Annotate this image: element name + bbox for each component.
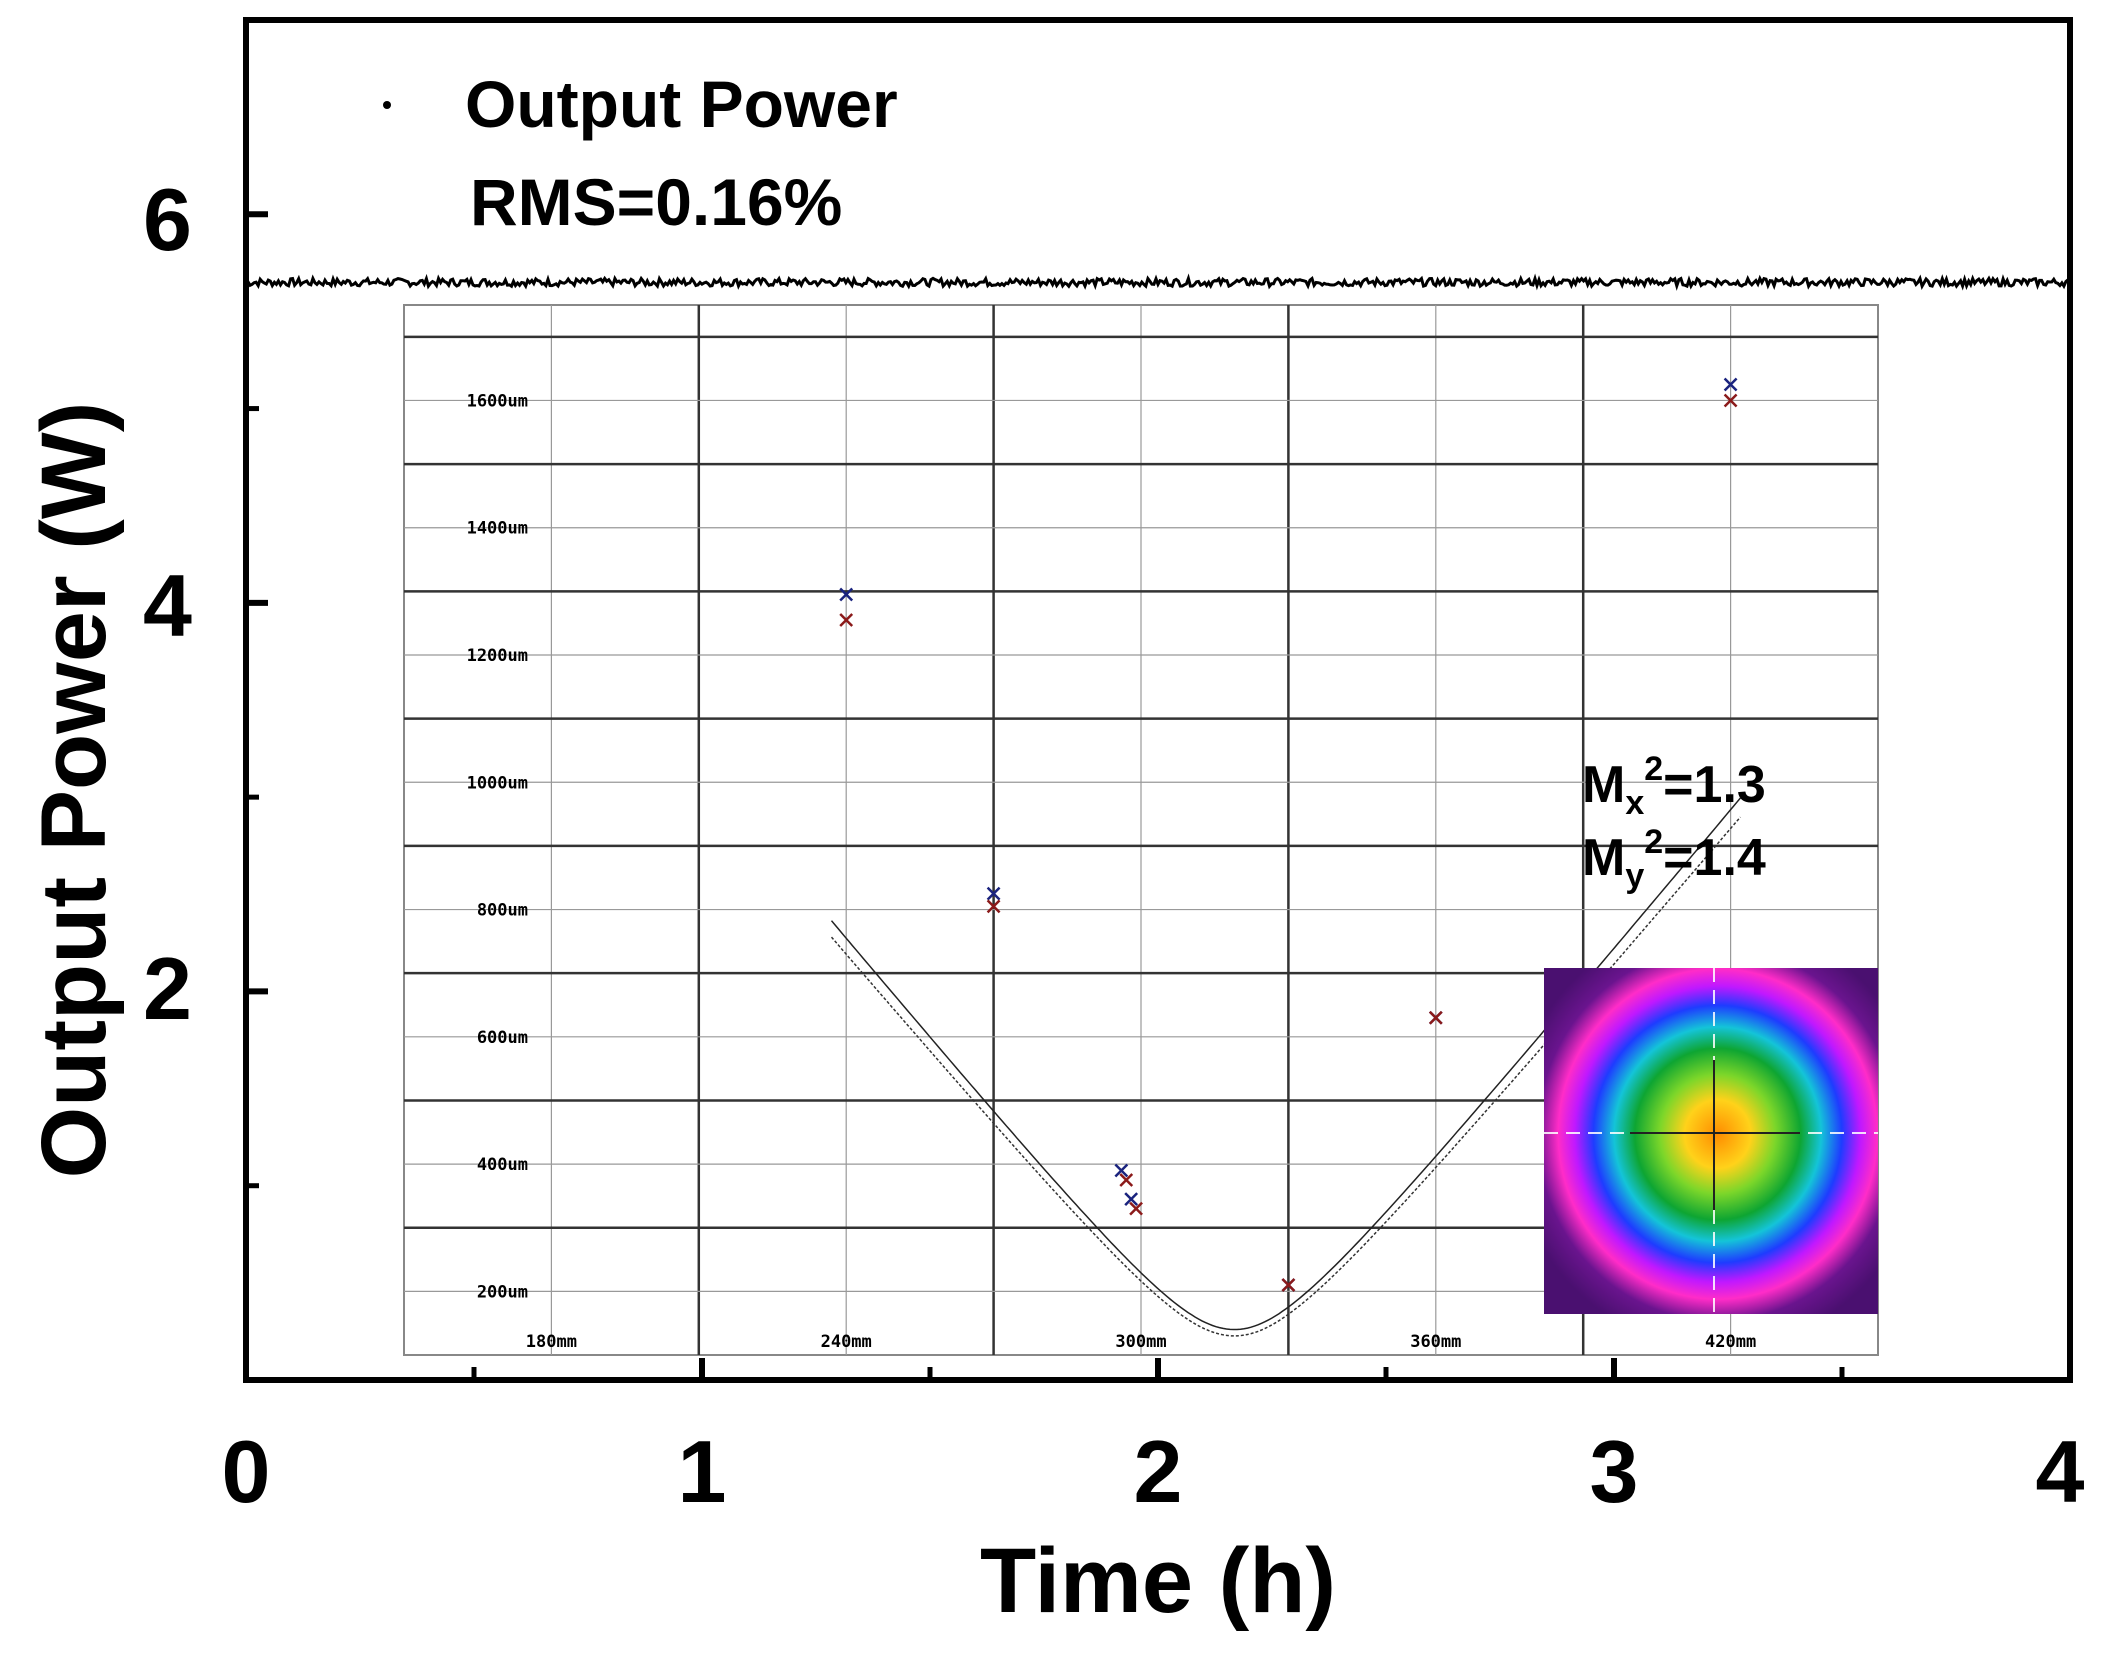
- inset-x-tick-label: 300mm: [1115, 1332, 1166, 1352]
- m2-y-sub: y: [1625, 857, 1644, 895]
- legend: Output Power: [383, 67, 898, 141]
- inset-markers: [839, 377, 1738, 1292]
- main-ticks: [246, 211, 1845, 1380]
- x-axis-title: Time (h): [980, 1530, 1336, 1632]
- y-tick-labels: 2 4 6: [143, 170, 192, 1038]
- x-tick-labels: 0 1 2 3 4: [222, 1422, 2085, 1521]
- inset-y-tick-label: 1400um: [467, 519, 528, 539]
- m2-x-sub: x: [1625, 784, 1644, 822]
- inset-x-tick-label: 180mm: [526, 1332, 577, 1352]
- y-tick-label: 6: [143, 170, 192, 269]
- m2-y-sup: 2: [1644, 823, 1663, 861]
- legend-label: Output Power: [465, 67, 898, 141]
- inset-marker-x: [986, 899, 1001, 914]
- inset-y-tick-label: 1000um: [467, 773, 528, 793]
- y-axis-title: Output Power (W): [23, 402, 125, 1179]
- inset-marker-y: [1723, 377, 1738, 392]
- inset-x-tick-label: 240mm: [821, 1332, 872, 1352]
- inset-marker-y: [1124, 1192, 1139, 1206]
- inset-marker-x: [839, 613, 854, 627]
- beam-profile-image: [1544, 968, 1878, 1314]
- y-tick-label: 4: [143, 556, 192, 655]
- rms-annotation: RMS=0.16%: [470, 165, 842, 239]
- inset-marker-y: [839, 587, 854, 602]
- inset-fit-curve-x: [830, 816, 1741, 1337]
- y-tick-label: 2: [143, 939, 192, 1038]
- inset-marker-x: [1428, 1010, 1443, 1025]
- x-tick-label: 2: [1134, 1422, 1183, 1521]
- m2-y-value: =1.4: [1663, 829, 1766, 887]
- x-tick-label: 4: [2036, 1422, 2085, 1521]
- inset-marker-x: [1281, 1278, 1296, 1292]
- inset-y-tick-label: 800um: [477, 901, 528, 921]
- inset-chart: 200um 400um 600um 800um 1000um 1200um 14…: [403, 304, 1879, 1356]
- inset-marker-x: [1119, 1173, 1134, 1187]
- m2-x-label: Mx2=1.3: [1582, 750, 1766, 822]
- inset-marker-x: [1129, 1201, 1143, 1216]
- x-tick-label: 3: [1590, 1422, 1639, 1521]
- inset-y-tick-label: 200um: [477, 1282, 528, 1302]
- x-tick-label: 0: [222, 1422, 271, 1521]
- inset-y-tick-label: 400um: [477, 1155, 528, 1175]
- inset-y-tick-label: 600um: [477, 1028, 528, 1048]
- m2-x-sup: 2: [1644, 750, 1663, 788]
- legend-marker: [383, 101, 391, 109]
- inset-y-tick-label: 1600um: [467, 391, 528, 411]
- inset-x-tick-label: 360mm: [1410, 1332, 1461, 1352]
- inset-marker-x: [1723, 393, 1738, 408]
- m2-x-base: M: [1582, 756, 1625, 814]
- m2-x-value: =1.3: [1663, 756, 1766, 814]
- m2-y-base: M: [1582, 829, 1625, 887]
- inset-y-tick-labels: 200um 400um 600um 800um 1000um 1200um 14…: [467, 391, 528, 1302]
- inset-x-tick-label: 420mm: [1705, 1332, 1756, 1352]
- inset-y-tick-label: 1200um: [467, 646, 528, 666]
- x-tick-label: 1: [678, 1422, 727, 1521]
- m2-y-label: My2=1.4: [1582, 823, 1766, 895]
- series-output-power: [245, 273, 2071, 291]
- inset-marker-y: [986, 886, 1001, 901]
- inset-marker-y: [1114, 1163, 1129, 1178]
- inset-x-tick-labels: 180mm 240mm 300mm 360mm 420mm: [526, 1332, 1756, 1352]
